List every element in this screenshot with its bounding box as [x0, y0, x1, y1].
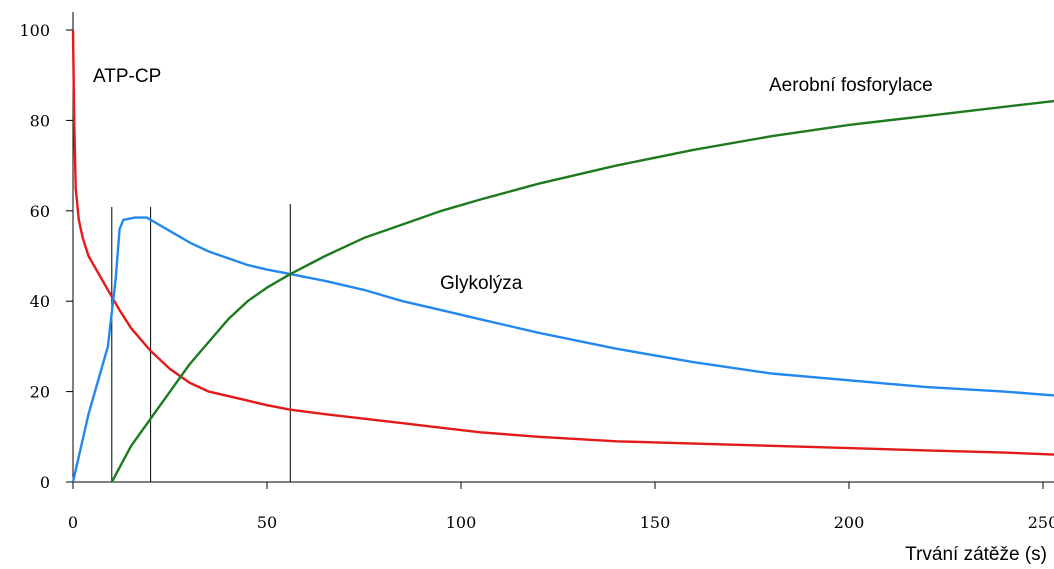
labels: ATP-CP Glykolýza Aerobní fosforylace Trv… [93, 66, 1047, 565]
x-tick-label-0: 0 [68, 513, 78, 532]
series-line-aerobni-fosforylace [110, 99, 1054, 483]
y-tick-label-4: 80 [30, 111, 50, 130]
reference-lines [111, 204, 291, 482]
series-label-aerobni-fosforylace: Aerobní fosforylace [769, 75, 933, 96]
series-line-glykolyza [71, 216, 1054, 483]
y-tick-label-2: 40 [30, 292, 50, 311]
ticks: 0 50 100 150 200 250 0 20 40 60 80 100 [19, 21, 1054, 532]
series-label-atp-cp: ATP-CP [93, 66, 161, 87]
x-tick-label-4: 200 [834, 513, 865, 532]
series-lines [71, 29, 1054, 483]
x-tick-label-5: 250 [1028, 513, 1054, 532]
x-tick-label-3: 150 [640, 513, 671, 532]
y-tick-label-0: 0 [40, 473, 50, 492]
series-label-glykolyza: Glykolýza [440, 273, 523, 294]
y-tick-label-5: 100 [19, 21, 50, 40]
x-tick-label-2: 100 [446, 513, 477, 532]
x-tick-label-1: 50 [257, 513, 277, 532]
y-tick-label-1: 20 [30, 383, 50, 402]
y-tick-label-3: 60 [30, 202, 50, 221]
x-axis-title: Trvání zátěže (s) [905, 544, 1047, 565]
series-line-atp-cp [71, 29, 1054, 456]
